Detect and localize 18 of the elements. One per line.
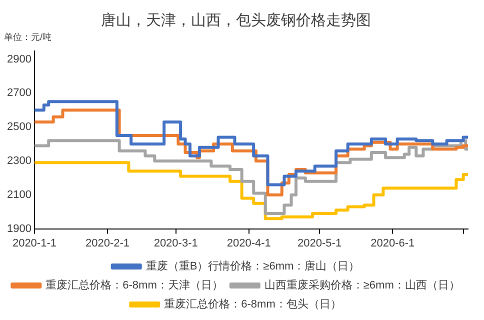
y-tick-label: 2700 <box>6 87 32 100</box>
chart-title: 唐山，天津，山西，包头废钢价格走势图 <box>101 12 371 30</box>
y-tick-label: 2900 <box>6 53 32 66</box>
text: 单位：元/吨 <box>4 32 52 42</box>
y-tick-label: 1900 <box>6 222 32 235</box>
legend-label: 重废（重B）行情价格：≥6mm：唐山（日） <box>146 260 360 273</box>
x-tick-label: 2020-6-1 <box>370 237 415 250</box>
legend-label: 重废汇总价格：6-8mm：包头（日） <box>164 298 342 311</box>
legend-label: 重废汇总价格：6-8mm：天津（日） <box>46 278 223 292</box>
y-tick-label: 2100 <box>6 188 32 201</box>
x-tick-label: 2020-2-1 <box>85 237 130 250</box>
x-tick-label: 2020-1-1 <box>12 237 56 250</box>
x-tick-label: 2020-5-1 <box>298 237 342 250</box>
y-tick-label: 2500 <box>6 121 32 134</box>
y-tick-label: 2300 <box>6 155 32 168</box>
x-tick-label: 2020-3-1 <box>154 237 198 250</box>
legend-label: 山西重废采购价格：≥6mm：山西（日） <box>264 278 460 292</box>
x-tick-label: 2020-4-1 <box>226 237 271 250</box>
